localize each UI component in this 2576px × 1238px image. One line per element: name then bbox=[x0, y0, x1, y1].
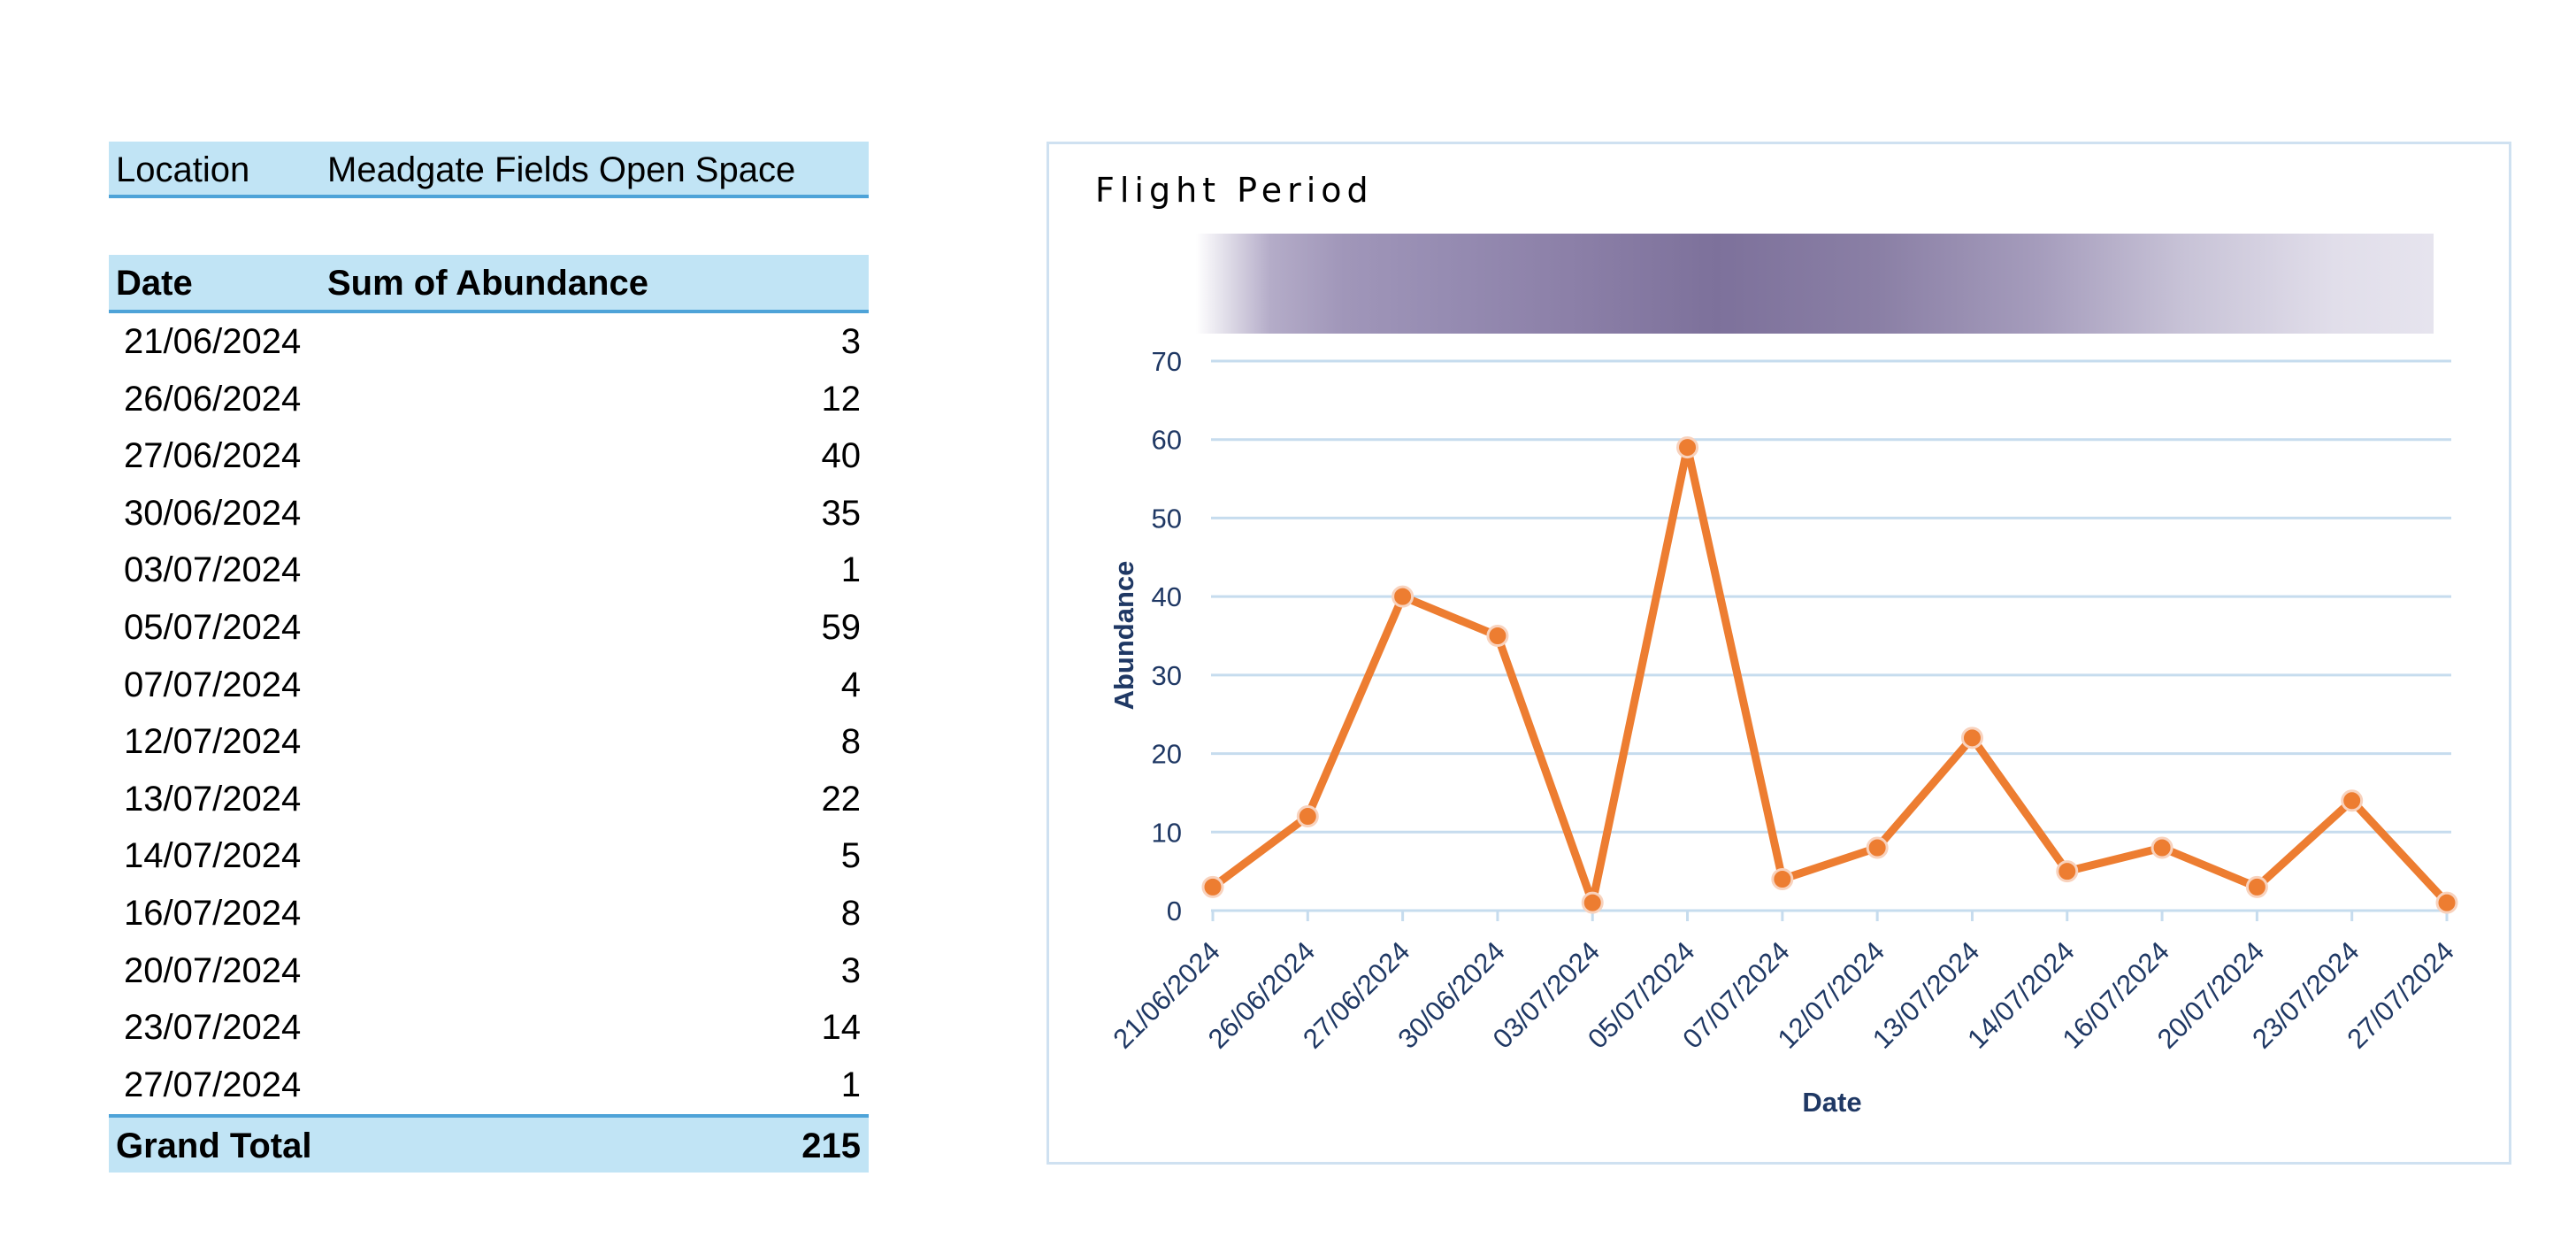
row-abundance-value: 22 bbox=[821, 779, 862, 819]
filter-label: Location bbox=[116, 150, 250, 189]
table-row: 13/07/2024 22 bbox=[109, 771, 869, 827]
data-point bbox=[2245, 875, 2268, 898]
y-tick-label: 70 bbox=[1152, 346, 1182, 377]
row-date[interactable]: 14/07/2024 bbox=[124, 836, 302, 876]
y-tick-label: 20 bbox=[1152, 739, 1182, 770]
row-abundance-value: 59 bbox=[821, 608, 862, 647]
data-point bbox=[1486, 625, 1509, 647]
filter-value[interactable]: Meadgate Fields Open Space bbox=[327, 150, 796, 189]
grand-total-value: 215 bbox=[801, 1127, 861, 1165]
y-tick-label: 40 bbox=[1152, 581, 1182, 612]
chart-plot: 01020304050607021/06/202426/06/202427/06… bbox=[1107, 346, 2459, 1118]
row-date[interactable]: 12/07/2024 bbox=[124, 722, 302, 762]
data-point bbox=[1676, 436, 1699, 459]
data-point bbox=[2150, 836, 2174, 859]
data-point bbox=[1581, 891, 1604, 914]
row-date[interactable]: 21/06/2024 bbox=[124, 322, 302, 361]
row-abundance-value: 3 bbox=[840, 950, 861, 990]
y-axis-title: Abundance bbox=[1108, 561, 1139, 711]
series-line bbox=[1208, 443, 2451, 907]
y-tick-label: 30 bbox=[1152, 660, 1182, 691]
data-point bbox=[2341, 789, 2364, 812]
row-date[interactable]: 23/07/2024 bbox=[124, 1008, 302, 1048]
data-point bbox=[1392, 585, 1414, 608]
data-point bbox=[1960, 727, 1983, 750]
table-row: 05/07/2024 59 bbox=[109, 599, 869, 656]
flight-period-chart[interactable]: Flight Period 0 10 20 30 40 50 60 70 21/06/2024 2… bbox=[1046, 142, 2511, 1165]
table-row: 16/07/2024 8 bbox=[109, 885, 869, 942]
y-tick-label: 50 bbox=[1152, 503, 1182, 534]
row-date[interactable]: 20/07/2024 bbox=[124, 950, 302, 990]
table-row: 21/06/2024 3 bbox=[109, 313, 869, 370]
y-tick-label: 0 bbox=[1167, 896, 1182, 927]
row-abundance-value: 5 bbox=[840, 836, 861, 876]
grand-total-label: Grand Total bbox=[116, 1127, 312, 1165]
row-abundance-value: 8 bbox=[840, 894, 861, 933]
table-row: 07/07/2024 4 bbox=[109, 657, 869, 713]
row-abundance-value: 8 bbox=[840, 722, 861, 762]
row-abundance-value: 1 bbox=[840, 1065, 861, 1104]
data-point bbox=[2056, 860, 2079, 883]
row-abundance-value: 35 bbox=[821, 493, 862, 533]
y-tick-label: 10 bbox=[1152, 817, 1182, 848]
data-point bbox=[1771, 868, 1794, 891]
flight-period-band bbox=[1196, 234, 2434, 334]
table-row: 03/07/2024 1 bbox=[109, 542, 869, 598]
row-date[interactable]: 16/07/2024 bbox=[124, 894, 302, 933]
row-abundance-value: 1 bbox=[840, 550, 861, 590]
data-point bbox=[1201, 875, 1224, 898]
y-tick-label: 60 bbox=[1152, 425, 1182, 456]
data-point bbox=[1296, 805, 1319, 828]
row-abundance-value: 12 bbox=[821, 379, 862, 419]
row-date[interactable]: 07/07/2024 bbox=[124, 665, 302, 704]
row-abundance-value: 4 bbox=[840, 665, 861, 704]
row-date[interactable]: 30/06/2024 bbox=[124, 493, 302, 533]
row-date[interactable]: 03/07/2024 bbox=[124, 550, 302, 590]
filter-row: Location Meadgate Fields Open Space bbox=[109, 142, 869, 198]
table-row: 14/07/2024 5 bbox=[109, 827, 869, 884]
row-date[interactable]: 13/07/2024 bbox=[124, 779, 302, 819]
row-date[interactable]: 05/07/2024 bbox=[124, 608, 302, 647]
header-date[interactable]: Date bbox=[116, 264, 193, 303]
row-abundance-value: 3 bbox=[840, 322, 861, 361]
data-point bbox=[1866, 836, 1889, 859]
row-date[interactable]: 26/06/2024 bbox=[124, 379, 302, 419]
table-row: 27/07/2024 1 bbox=[109, 1057, 869, 1113]
row-date[interactable]: 27/07/2024 bbox=[124, 1065, 302, 1104]
table-row: 12/07/2024 8 bbox=[109, 713, 869, 770]
x-axis-title: Date bbox=[1802, 1087, 1861, 1118]
row-date[interactable]: 27/06/2024 bbox=[124, 436, 302, 476]
row-abundance-value: 40 bbox=[821, 436, 862, 476]
table-row: 30/06/2024 35 bbox=[109, 485, 869, 542]
data-point bbox=[2435, 891, 2458, 914]
table-row: 23/07/2024 14 bbox=[109, 999, 869, 1056]
table-row: 20/07/2024 3 bbox=[109, 942, 869, 999]
chart-title: Flight Period bbox=[1095, 171, 1374, 210]
header-row: Date Sum of Abundance bbox=[109, 255, 869, 313]
grand-total-row: Grand Total 215 bbox=[109, 1114, 869, 1173]
row-abundance-value: 14 bbox=[821, 1008, 862, 1048]
header-sum-of-abundance: Sum of Abundance bbox=[327, 264, 648, 303]
table-row: 26/06/2024 12 bbox=[109, 371, 869, 427]
table-row: 27/06/2024 40 bbox=[109, 427, 869, 484]
